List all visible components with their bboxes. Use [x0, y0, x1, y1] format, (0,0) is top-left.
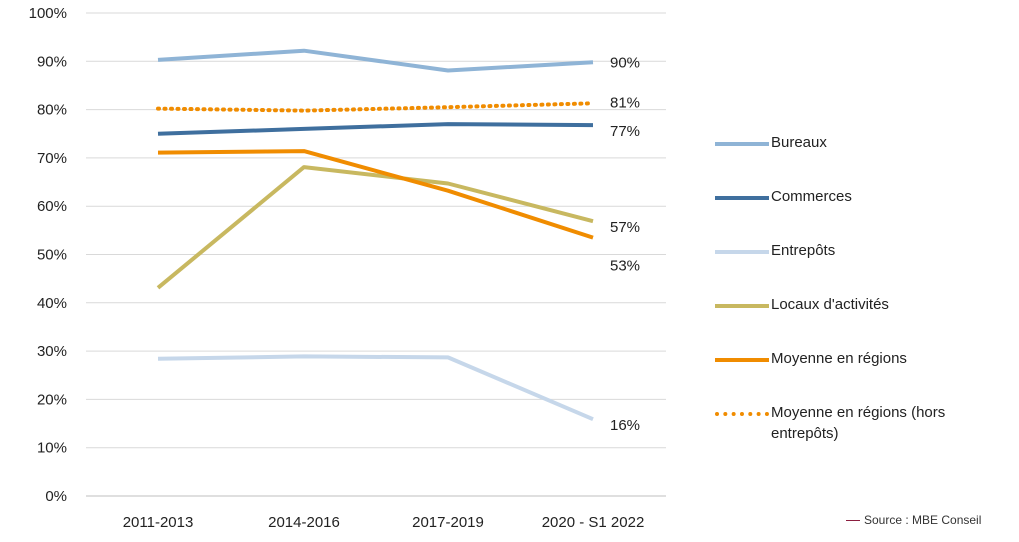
- legend-swatch-icon: [713, 352, 771, 366]
- x-tick-label: 2011-2013: [123, 514, 194, 531]
- end-data-label: 81%: [610, 94, 640, 111]
- series-line: [156, 101, 595, 113]
- x-tick-label: 2020 - S1 2022: [542, 514, 645, 531]
- legend-item: Locaux d'activités: [713, 296, 1013, 315]
- end-data-label: 57%: [610, 219, 640, 236]
- legend-swatch-icon: [713, 406, 771, 420]
- end-data-label: 53%: [610, 258, 640, 275]
- y-tick-label: 80%: [37, 102, 67, 119]
- series-line: [156, 165, 594, 290]
- y-axis-tick-labels: 0% 10% 20% 30% 40% 50% 60% 70% 80% 90% 100%: [29, 5, 67, 505]
- series-lines: [156, 48, 595, 422]
- legend-item: Moyenne en régions (hors entrepôts): [713, 404, 1013, 444]
- legend-label: Moyenne en régions: [771, 350, 907, 367]
- legend-label: Entrepôts: [771, 242, 836, 259]
- end-data-label: 90%: [610, 54, 640, 71]
- y-tick-label: 50%: [37, 247, 67, 264]
- legend-label: Locaux d'activités: [771, 296, 889, 313]
- legend-item: Moyenne en régions: [713, 350, 1013, 369]
- y-tick-label: 60%: [37, 198, 67, 215]
- y-tick-label: 10%: [37, 440, 67, 457]
- y-tick-label: 70%: [37, 150, 67, 167]
- x-tick-label: 2017-2019: [412, 514, 484, 531]
- legend-swatch-icon: [713, 244, 771, 258]
- y-tick-label: 20%: [37, 391, 67, 408]
- end-data-labels: 90% 77% 16% 57% 53% 81%: [610, 54, 640, 434]
- x-axis-tick-labels: 2011-2013 2014-2016 2017-2019 2020 - S1 202…: [123, 514, 645, 531]
- source-note: Source : MBE Conseil: [846, 513, 981, 527]
- gridlines: [86, 12, 666, 497]
- y-tick-label: 30%: [37, 343, 67, 360]
- y-tick-label: 40%: [37, 295, 67, 312]
- y-tick-label: 90%: [37, 53, 67, 70]
- legend-item: Entrepôts: [713, 242, 1013, 261]
- series-line: [157, 354, 594, 422]
- series-line: [157, 48, 594, 73]
- legend-item: Commerces: [713, 188, 1013, 207]
- legend-swatch-icon: [713, 190, 771, 204]
- legend-label: Moyenne en régions (hors entrepôts): [771, 404, 946, 442]
- end-data-label: 16%: [610, 417, 640, 434]
- source-text: Source : MBE Conseil: [864, 513, 982, 527]
- legend-item: Bureaux: [713, 134, 1013, 153]
- legend-label: Commerces: [771, 188, 852, 205]
- source-dash-icon: [846, 519, 860, 521]
- y-tick-label: 0%: [45, 488, 67, 505]
- series-line: [157, 122, 594, 136]
- legend-swatch-icon: [713, 136, 771, 150]
- y-tick-label: 100%: [29, 5, 67, 22]
- legend-swatch-icon: [713, 298, 771, 312]
- x-tick-label: 2014-2016: [268, 514, 340, 531]
- end-data-label: 77%: [610, 123, 640, 140]
- legend-label: Bureaux: [771, 134, 827, 151]
- series-line: [157, 149, 594, 240]
